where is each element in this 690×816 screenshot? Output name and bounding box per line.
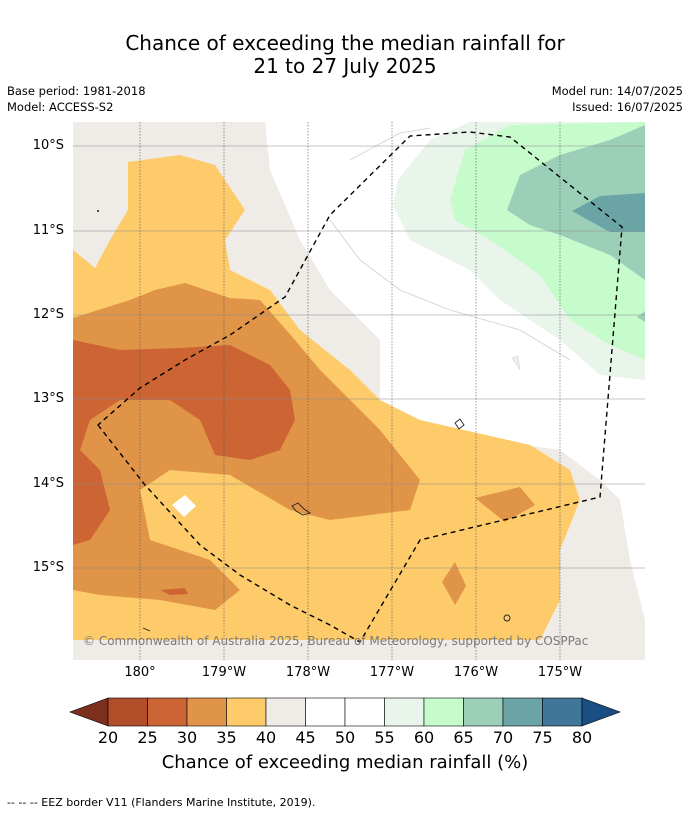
colorbar-tick-label: 60 [413,728,435,747]
colorbar-swatch [502,697,543,727]
contour-white-patch [172,495,196,517]
contour-65-70-small [637,311,645,322]
contour-65-70 [507,125,645,280]
colorbar-swatch [226,697,267,727]
lon-label: 180° [124,665,156,680]
colorbar-swatch [423,697,464,727]
colorbar-tick-label: 40 [255,728,277,747]
lon-label: 176°W [453,665,499,680]
lon-label: 178°W [285,665,331,680]
lat-label: 12°S [32,307,64,322]
colorbar [69,697,621,727]
lat-label: 15°S [32,560,64,575]
model-run: Model run: 14/07/2025 [551,84,683,98]
island [503,614,511,622]
colorbar-extend-low [69,697,109,727]
contour-fields [73,122,645,660]
island [142,627,151,632]
contour-30-35 [73,340,295,545]
model-name: Model: ACCESS-S2 [7,100,114,114]
contour-35-40-east [475,487,535,522]
lon-label: 175°W [537,665,583,680]
colorbar-tick-label: 50 [334,728,356,747]
colorbar-swatch [186,697,227,727]
colorbar-swatch [463,697,504,727]
lon-label: 177°W [369,665,415,680]
graticule [73,145,645,569]
colorbar-tick-label: 20 [97,728,119,747]
colorbar-tick-label: 65 [453,728,474,747]
contour-35-40-south [442,562,466,605]
island [291,502,312,516]
lat-label: 10°S [32,138,64,153]
colorbar-tick-label: 25 [137,728,158,747]
colorbar-extend-high [581,697,621,727]
colorbar-tick-label: 70 [492,728,514,747]
eez-legend: -- -- -- EEZ border V11 (Flanders Marine… [7,796,316,809]
lat-label: 13°S [32,391,64,406]
island [454,418,465,430]
colorbar-swatch [147,697,188,727]
lat-label: 14°S [32,476,64,491]
colorbar-tick-label: 35 [216,728,237,747]
copyright-notice: © Commonwealth of Australia 2025, Bureau… [83,634,589,648]
colorbar-swatch [384,697,425,727]
colorbar-swatch [265,697,306,727]
lat-label: 11°S [32,223,64,238]
map-title-line2: 21 to 27 July 2025 [253,54,437,78]
map-title-line1: Chance of exceeding the median rainfall … [125,31,565,55]
colorbar-label: Chance of exceeding median rainfall (%) [161,752,529,773]
colorbar-swatch [305,697,346,727]
base-period: Base period: 1981-2018 [7,84,146,98]
colorbar-tick-label: 80 [571,728,593,747]
colorbar-tick-label: 55 [374,728,395,747]
eez-border [97,131,623,643]
colorbar-swatch [107,697,148,727]
lon-label: 179°W [201,665,247,680]
contour-30-35-small [160,588,188,595]
issued-date: Issued: 16/07/2025 [572,100,683,114]
colorbar-swatch [344,697,385,727]
contour-70-75 [572,193,645,232]
colorbar-tick-label: 75 [532,728,553,747]
colorbar-tick-label: 30 [176,728,198,747]
colorbar-tick-label: 45 [295,728,316,747]
colorbar-swatch [542,697,583,727]
